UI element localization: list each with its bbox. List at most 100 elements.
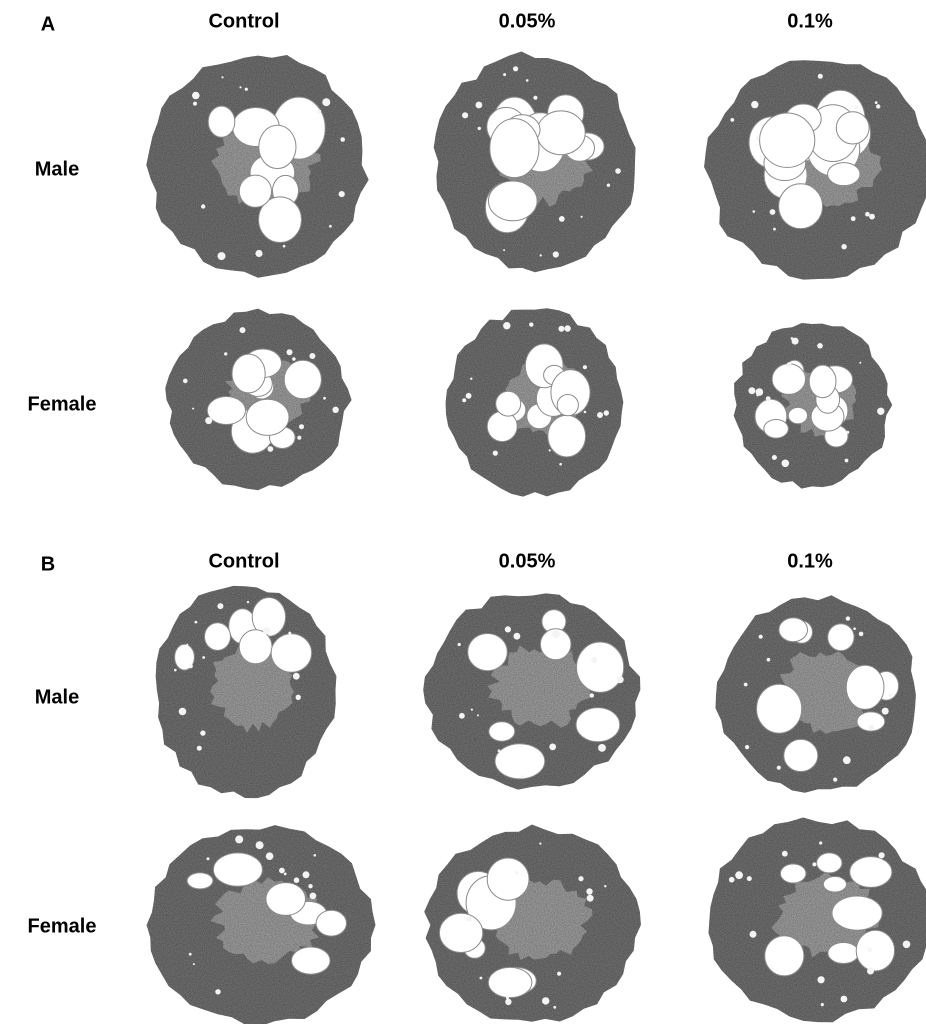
cyst	[205, 623, 231, 651]
panel-label: B	[41, 553, 55, 575]
tubule-dilation	[462, 112, 468, 118]
tubule-dilation	[195, 621, 198, 624]
cyst	[468, 634, 508, 671]
tubule-dilation	[552, 630, 560, 638]
kidney-section	[165, 309, 351, 491]
tubule-dilation	[299, 424, 304, 429]
tubule-dilation	[751, 101, 758, 108]
tubule-dilation	[503, 249, 505, 251]
tubule-dilation	[615, 168, 621, 174]
cyst	[496, 391, 521, 416]
tubule-dilation	[865, 212, 870, 217]
tubule-dilation	[266, 852, 274, 860]
tubule-dilation	[268, 446, 274, 452]
tubule-dilation	[174, 669, 177, 672]
kidney-section	[156, 586, 337, 798]
tubule-dilation	[553, 251, 559, 257]
tubule-dilation	[480, 977, 483, 980]
cyst	[828, 163, 860, 186]
cyst	[836, 112, 869, 144]
column-label: 0.1%	[787, 550, 833, 572]
tubule-dilation	[772, 455, 777, 460]
tubule-dilation	[859, 632, 864, 637]
tubule-dilation	[542, 997, 549, 1004]
tubule-dilation	[767, 658, 771, 662]
tubule-dilation	[583, 365, 587, 369]
cyst	[784, 739, 818, 771]
tubule-dilation	[564, 325, 570, 331]
tubule-dilation	[192, 92, 200, 100]
tubule-dilation	[804, 632, 806, 634]
page: AControl0.05%0.1%MaleFemaleBControl0.05%…	[0, 0, 926, 1024]
tubule-dilation	[239, 86, 241, 88]
tubule-dilation	[753, 210, 756, 213]
tubule-dilation	[476, 102, 483, 109]
cyst	[828, 943, 859, 964]
cyst	[292, 947, 331, 974]
tubule-dilation	[329, 225, 332, 228]
tubule-dilation	[869, 214, 875, 220]
tubule-dilation	[773, 228, 776, 231]
tubule-dilation	[843, 756, 851, 764]
tubule-dilation	[309, 353, 315, 359]
tubule-dilation	[284, 873, 287, 876]
cyst	[213, 853, 262, 886]
tubule-dilation	[812, 862, 816, 866]
tubule-dilation	[846, 616, 850, 620]
tubule-dilation	[539, 843, 541, 845]
tubule-dilation	[586, 888, 592, 894]
tubule-dilation	[587, 895, 594, 902]
tubule-dilation	[549, 449, 551, 451]
tubule-dilation	[604, 885, 606, 887]
tubule-dilation	[310, 893, 317, 900]
cyst	[187, 873, 213, 889]
tubule-dilation	[597, 412, 603, 418]
tubule-dilation	[186, 644, 188, 646]
cyst	[490, 119, 539, 178]
tubule-dilation	[533, 96, 537, 100]
row-label: Male	[35, 158, 79, 180]
cyst	[548, 415, 586, 457]
tubule-dilation	[591, 657, 597, 663]
tubule-dilation	[193, 963, 195, 965]
cyst	[809, 365, 836, 398]
tubule-dilation	[292, 357, 296, 361]
cyst	[284, 360, 321, 399]
tubule-dilation	[553, 1006, 556, 1009]
tubule-dilation	[207, 857, 210, 860]
tubule-dilation	[322, 98, 330, 106]
tubule-dilation	[459, 713, 465, 719]
tubule-dilation	[503, 73, 506, 76]
cyst	[779, 618, 808, 642]
column-label: 0.05%	[499, 550, 556, 572]
kidney-section	[424, 825, 641, 1022]
tubule-dilation	[777, 766, 781, 770]
tubule-dilation	[240, 327, 246, 333]
tubule-dilation	[590, 693, 594, 697]
tubule-dilation	[782, 851, 788, 857]
tubule-dilation	[217, 603, 223, 609]
cyst	[489, 181, 538, 221]
row-label: Female	[28, 393, 97, 415]
tubule-dilation	[503, 322, 510, 329]
row-label: Female	[28, 915, 97, 937]
tubule-dilation	[323, 397, 326, 400]
tubule-dilation	[263, 627, 270, 634]
cyst	[246, 399, 289, 435]
tubule-dilation	[514, 633, 521, 640]
cyst	[239, 175, 271, 207]
kidney-section	[434, 52, 636, 273]
tubule-dilation	[841, 244, 846, 249]
tubule-dilation	[557, 972, 561, 976]
cyst	[757, 684, 802, 733]
tubule-dilation	[317, 109, 321, 113]
tubule-dilation	[467, 916, 472, 921]
cyst	[788, 407, 807, 423]
tubule-dilation	[498, 749, 501, 752]
tubule-dilation	[750, 931, 757, 938]
tubule-dilation	[730, 118, 734, 122]
tubule-dilation	[235, 835, 243, 843]
cyst	[856, 930, 894, 971]
tubule-dilation	[549, 744, 556, 751]
tubule-dilation	[578, 876, 583, 881]
